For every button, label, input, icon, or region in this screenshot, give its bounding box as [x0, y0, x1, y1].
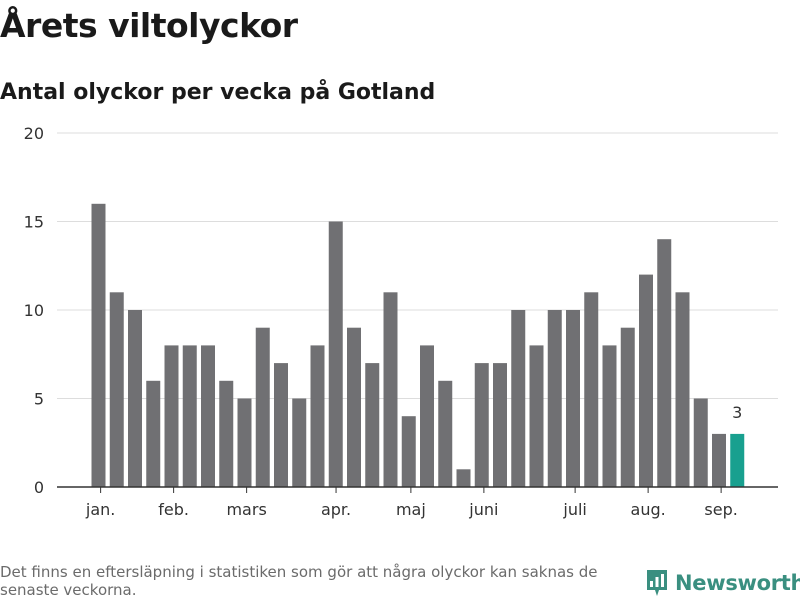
- y-tick-label: 15: [24, 213, 44, 232]
- x-tick-label: apr.: [321, 500, 351, 519]
- bar: [474, 363, 489, 487]
- bar: [310, 345, 325, 487]
- bar: [292, 398, 307, 487]
- bar: [255, 327, 270, 487]
- bar: [420, 345, 434, 487]
- data-label: 3: [732, 403, 742, 422]
- x-tick-label: sep.: [704, 500, 737, 519]
- bar: [91, 203, 106, 488]
- bar: [438, 380, 453, 487]
- bar: [712, 433, 726, 487]
- brand-logo: Newsworthy: [645, 568, 800, 598]
- bar: [639, 274, 653, 487]
- bar: [602, 345, 617, 487]
- brand-name: Newsworthy: [675, 571, 800, 595]
- bar: [547, 310, 562, 487]
- bar-current-week: [730, 433, 745, 487]
- bar: [328, 221, 343, 487]
- bar: [383, 292, 398, 487]
- x-axis-ticks: jan. feb. mars apr. maj juni juli aug. sep.: [85, 487, 738, 519]
- bar: [237, 398, 252, 487]
- bar: [182, 345, 197, 487]
- chart-title: Årets viltolyckor: [0, 6, 298, 45]
- x-tick-label: juli: [562, 500, 586, 519]
- bar: [620, 327, 635, 487]
- bar: [584, 292, 599, 487]
- bar: [675, 292, 690, 487]
- bar: [365, 363, 380, 487]
- bar: [201, 345, 215, 487]
- bar: [657, 239, 672, 487]
- x-tick-label: feb.: [158, 500, 189, 519]
- x-tick-label: juni: [468, 500, 498, 519]
- bar: [164, 345, 179, 487]
- bar: [347, 327, 361, 487]
- y-tick-label: 20: [24, 124, 44, 143]
- bar: [401, 416, 416, 487]
- newsworthy-icon: [647, 570, 667, 596]
- x-tick-label: jan.: [85, 500, 115, 519]
- bar: [274, 363, 288, 487]
- bar: [529, 345, 544, 487]
- bar: [493, 363, 507, 487]
- bar: [219, 380, 234, 487]
- y-axis-ticks: 0 5 10 15 20: [24, 124, 44, 497]
- bar: [456, 469, 471, 487]
- y-tick-label: 10: [24, 301, 44, 320]
- bar: [566, 310, 580, 487]
- y-tick-label: 0: [34, 478, 44, 497]
- bar: [693, 398, 708, 487]
- bars: 3: [91, 203, 745, 488]
- bar: [109, 292, 124, 487]
- bar: [128, 310, 142, 487]
- chart-subtitle: Antal olyckor per vecka på Gotland: [0, 80, 436, 105]
- x-tick-label: mars: [226, 500, 266, 519]
- bar: [146, 380, 161, 487]
- footnote: Det finns en eftersläpning i statistiken…: [0, 563, 598, 599]
- x-tick-label: maj: [396, 500, 426, 519]
- y-tick-label: 5: [34, 390, 44, 409]
- bar: [511, 310, 526, 487]
- x-tick-label: aug.: [631, 500, 666, 519]
- bar-chart: 0 5 10 15 20 3 jan. feb. mars apr. maj juni juli au…: [24, 124, 778, 519]
